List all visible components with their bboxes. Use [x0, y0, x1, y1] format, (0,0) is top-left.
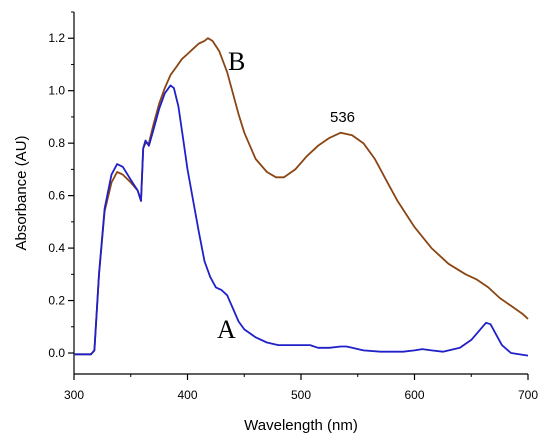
y-tick-label: 1.2 [48, 31, 65, 45]
y-tick-label: 1.0 [48, 84, 65, 98]
x-tick-label: 600 [404, 388, 424, 402]
x-axis-title: Wavelength (nm) [244, 417, 358, 434]
y-axis-title: Absorbance (AU) [13, 135, 30, 250]
x-tick-label: 500 [291, 388, 311, 402]
y-tick-label: 0.2 [48, 294, 65, 308]
series-b-label: B [228, 47, 245, 76]
series-b-line [74, 37, 529, 356]
y-tick-label: 0.6 [48, 189, 65, 203]
peak-536-label: 536 [330, 109, 355, 126]
series-a-line [74, 84, 529, 357]
x-tick-label: 400 [177, 388, 197, 402]
x-tick-label: 700 [518, 388, 538, 402]
y-ticks: 0.0 0.2 0.4 0.6 0.8 1.0 1.2 [48, 11, 74, 360]
y-tick-label: 0.8 [48, 136, 65, 150]
series-layer [74, 37, 529, 357]
y-tick-label: 0.0 [48, 346, 65, 360]
x-tick-label: 300 [64, 388, 84, 402]
y-tick-label: 0.4 [48, 241, 65, 255]
series-a-label: A [217, 315, 236, 344]
x-ticks: 300 400 500 600 700 [64, 374, 538, 402]
